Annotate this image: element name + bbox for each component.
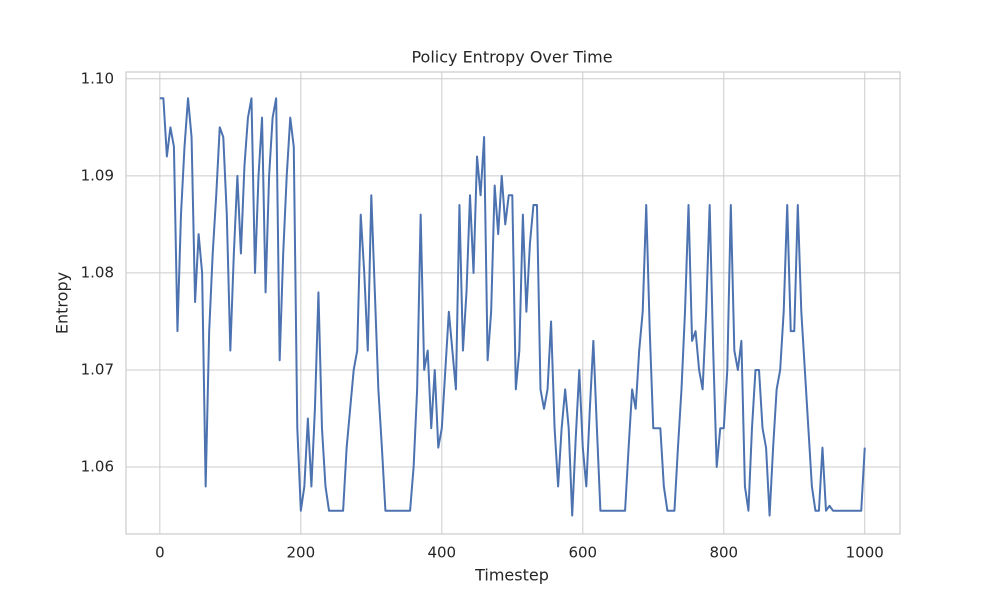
x-tick-label: 1000	[846, 544, 884, 562]
plot-frame	[125, 71, 901, 535]
y-tick-label: 1.09	[81, 166, 114, 184]
x-tick-label: 0	[155, 544, 165, 562]
data-line	[159, 97, 866, 517]
y-tick-label: 1.07	[81, 360, 114, 378]
chart-title: Policy Entropy Over Time	[411, 48, 612, 67]
x-tick-label: 600	[568, 544, 597, 562]
y-tick-label: 1.10	[81, 69, 114, 87]
y-tick-label: 1.08	[81, 263, 114, 281]
x-tick-label: 800	[709, 544, 738, 562]
x-axis-label: Timestep	[474, 566, 549, 585]
x-tick-label: 400	[427, 544, 456, 562]
y-tick-label: 1.06	[81, 458, 114, 476]
y-axis-label: Entropy	[53, 272, 72, 334]
x-tick-label: 200	[286, 544, 315, 562]
